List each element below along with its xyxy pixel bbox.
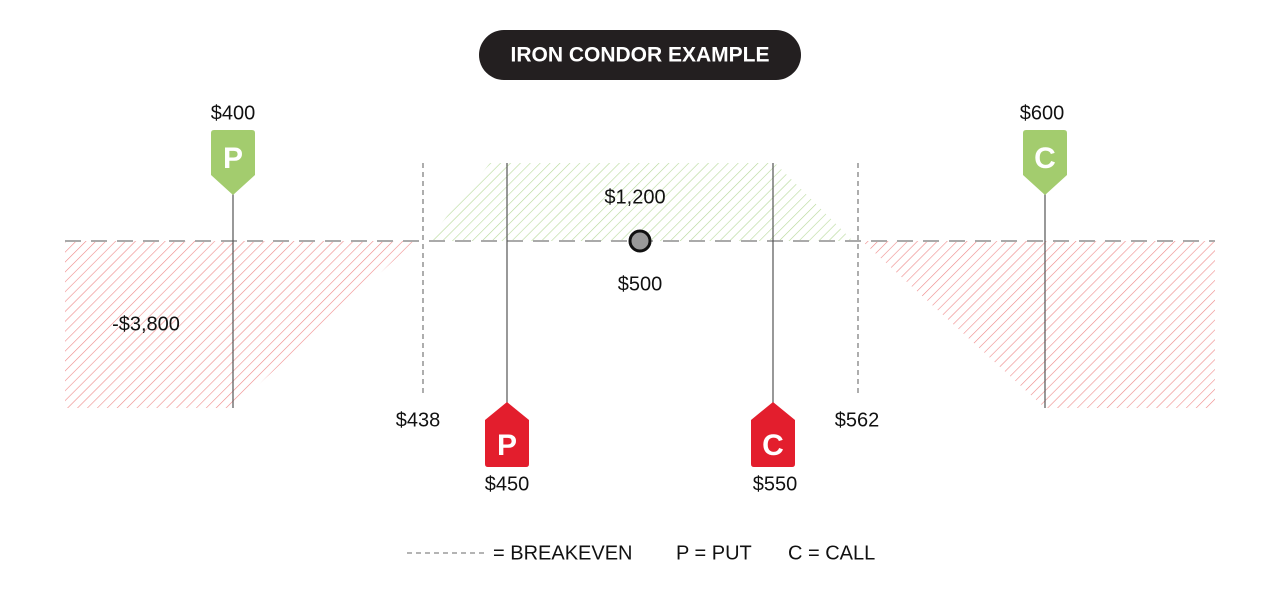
legend-breakeven: = BREAKEVEN <box>493 542 633 564</box>
strike-price: $450 <box>485 473 530 495</box>
marker-green <box>1023 130 1067 195</box>
marker-letter: C <box>762 429 784 462</box>
strike-price: $400 <box>211 102 256 124</box>
loss-zone-left <box>65 241 415 408</box>
loss-zone-right <box>862 241 1215 408</box>
legend-put: P = PUT <box>676 542 752 564</box>
strike-price: $600 <box>1020 102 1065 124</box>
marker-red <box>485 402 529 467</box>
marker-red <box>751 402 795 467</box>
title: IRON CONDOR EXAMPLE <box>510 44 769 67</box>
current-price-dot <box>628 229 652 253</box>
legend-call: C = CALL <box>788 542 875 564</box>
marker-letter: P <box>223 142 243 175</box>
max-profit: $1,200 <box>604 186 665 208</box>
marker-green <box>211 130 255 195</box>
profit-zone <box>427 163 853 241</box>
marker-letter: C <box>1034 142 1056 175</box>
breakeven-price: $438 <box>396 409 441 431</box>
title-pill <box>479 30 801 80</box>
breakeven-price: $562 <box>835 409 880 431</box>
strike-price: $550 <box>753 473 798 495</box>
current-price: $500 <box>618 273 663 295</box>
max-loss: -$3,800 <box>112 313 180 335</box>
marker-letter: P <box>497 429 517 462</box>
